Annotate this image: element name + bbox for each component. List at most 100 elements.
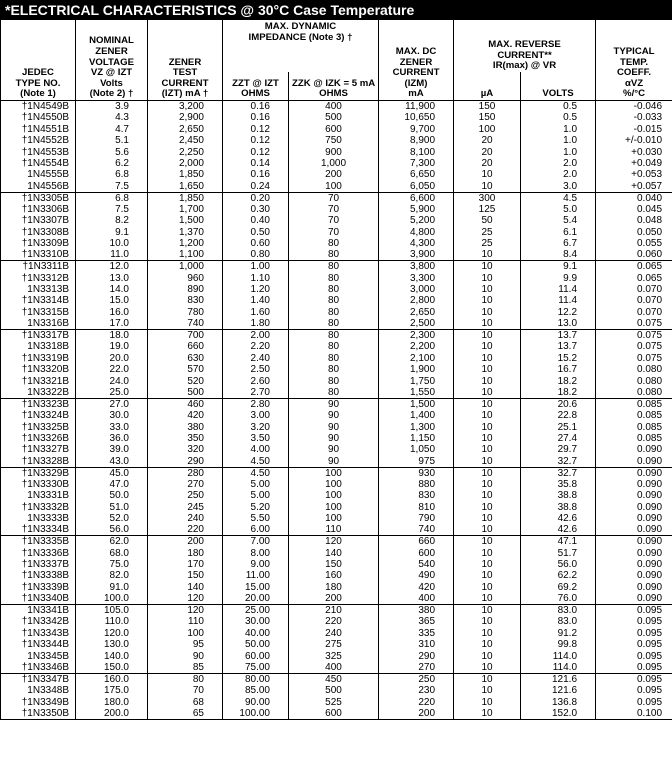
table-cell: 500	[287, 112, 380, 124]
table-cell: 70	[287, 192, 380, 204]
table-cell: 200.0	[75, 707, 148, 720]
table-cell: 114.0	[520, 661, 597, 674]
table-cell: 90	[287, 409, 380, 422]
table-cell: 1N3313B	[0, 283, 76, 296]
table-cell: 56.0	[75, 524, 148, 536]
table-cell: 220	[147, 524, 223, 536]
table-cell: 25.1	[520, 421, 597, 433]
table-cell: 32.7	[520, 455, 597, 468]
table-cell: 400	[287, 100, 380, 112]
table-cell: 13.7	[520, 341, 597, 353]
header-line: ZENER	[95, 46, 128, 58]
table-cell: 750	[287, 134, 380, 147]
table-cell: 0.070	[595, 283, 672, 296]
table-cell: 13.0	[75, 272, 148, 284]
table-cell: 10	[453, 650, 522, 662]
table-cell: 2,650	[378, 306, 455, 319]
table-cell: 0.055	[595, 237, 672, 250]
table-cell: 42.6	[520, 524, 597, 536]
table-cell: 10	[453, 581, 522, 594]
table-cell: 0.090	[595, 512, 672, 525]
table-cell: †1N3332B	[0, 501, 76, 513]
table-cell: 120.0	[75, 627, 148, 639]
table-cell: 1.80	[222, 318, 289, 330]
table-cell: 10	[453, 593, 522, 605]
table-row: †1N4551B 4.7 2,650 0.12 600 9,700 100 1.0 -0.015	[0, 123, 672, 135]
table-cell: 80	[287, 329, 380, 342]
table-row: †1N3342B 110.0 110 30.00 220 365 10 83.0 0.095	[0, 616, 672, 628]
table-cell: †1N3344B	[0, 639, 76, 651]
table-row: †1N4550B 4.3 2,900 0.16 500 10,650 150 0.5 -0.03…	[0, 112, 672, 124]
header-line: mA	[408, 88, 424, 100]
table-row: †1N4549B 3.9 3,200 0.16 400 11,900 150 0.5 -0.04…	[0, 100, 672, 112]
table-cell: 0.095	[595, 639, 672, 651]
header-line: IMPEDANCE (Note 3) †	[248, 31, 353, 43]
table-cell: 27.0	[75, 398, 148, 410]
table-cell: 80	[287, 352, 380, 364]
header-line: JEDEC	[22, 67, 54, 79]
table-cell: †1N3330B	[0, 478, 76, 491]
table-cell: 47.0	[75, 478, 148, 491]
table-cell: 3.20	[222, 421, 289, 433]
table-cell: 33.0	[75, 421, 148, 433]
table-row: †1N3310B 11.0 1,100 0.80 80 3,900 10 8.4 0.060	[0, 249, 672, 261]
header-voltage: NOMINAL ZENER VOLTAGE VZ @ IZT Volts (Note 2)…	[75, 20, 148, 101]
header-line: MAX. DC	[395, 46, 437, 58]
table-cell: 100	[287, 490, 380, 502]
table-cell: 6.1	[520, 226, 597, 238]
table-cell: 0.090	[595, 524, 672, 536]
table-cell: 275	[287, 639, 380, 651]
table-cell: 100	[287, 467, 380, 479]
table-cell: 5.00	[222, 490, 289, 502]
table-row: 1N3341B 105.0 120 25.00 210 380 10 83.0 0.095	[0, 604, 672, 617]
header-zzt: ZZT @ IZT OHMS	[222, 72, 289, 101]
table-cell: 4.00	[222, 444, 289, 456]
table-cell: 45.0	[75, 467, 148, 479]
table-cell: 10	[453, 444, 522, 456]
table-cell: 80	[287, 260, 380, 273]
table-row: †1N3321B 24.0 520 2.60 80 1,750 10 18.2 0.080	[0, 375, 672, 387]
table-cell: 300	[453, 192, 522, 204]
header-line: IR(max) @ VR	[492, 60, 557, 72]
table-row: 1N3348B 175.0 70 85.00 500 230 10 121.6 0.095	[0, 684, 672, 697]
table-cell: 1,050	[378, 444, 455, 456]
table-cell: 120	[287, 535, 380, 548]
table-cell: 2,650	[147, 123, 223, 135]
table-cell: 1,700	[147, 203, 223, 216]
table-cell: 13.7	[520, 329, 597, 342]
table-cell: 10	[453, 490, 522, 502]
table-cell: 80	[287, 341, 380, 353]
table-cell: 9.00	[222, 558, 289, 571]
table-cell: 780	[147, 306, 223, 319]
table-cell: 220	[287, 616, 380, 628]
table-cell: 270	[147, 478, 223, 491]
table-cell: -0.033	[595, 112, 672, 124]
table-cell: 310	[378, 639, 455, 651]
table-cell: 6.7	[520, 237, 597, 250]
row-group: †1N3317B 18.0 700 2.00 80 2,300 10 13.7 0.075 1N3…	[0, 329, 672, 399]
table-cell: 10	[453, 295, 522, 307]
table-cell: 10	[453, 570, 522, 582]
header-coeff: TYPICAL TEMP. COEFF. αVZ %/°C	[595, 20, 672, 101]
table-cell: 220	[378, 696, 455, 708]
table-row: †1N3312B 13.0 960 1.10 80 3,300 10 9.9 0.065	[0, 272, 672, 284]
table-cell: 10	[453, 260, 522, 273]
table-cell: 140.0	[75, 650, 148, 662]
table-cell: 200	[287, 169, 380, 181]
table-cell: 80.00	[222, 673, 289, 685]
table-cell: 18.2	[520, 375, 597, 387]
table-cell: 0.5	[520, 100, 597, 112]
header-line: µA	[480, 88, 494, 100]
header-line: Volts	[100, 77, 123, 89]
table-cell: 36.0	[75, 432, 148, 445]
header-line: ZZK @ IZK = 5 mA	[292, 77, 376, 89]
table-cell: 1N3331B	[0, 490, 76, 502]
table-cell: 10	[453, 318, 522, 330]
table-row: †1N3339B 91.0 140 15.00 180 420 10 69.2 0.090	[0, 581, 672, 594]
table-cell: †1N4551B	[0, 123, 76, 135]
table-cell: 0.040	[595, 192, 672, 204]
table-cell: 12.2	[520, 306, 597, 319]
table-cell: 10	[453, 639, 522, 651]
table-cell: 38.8	[520, 490, 597, 502]
table-cell: 0.095	[595, 696, 672, 708]
